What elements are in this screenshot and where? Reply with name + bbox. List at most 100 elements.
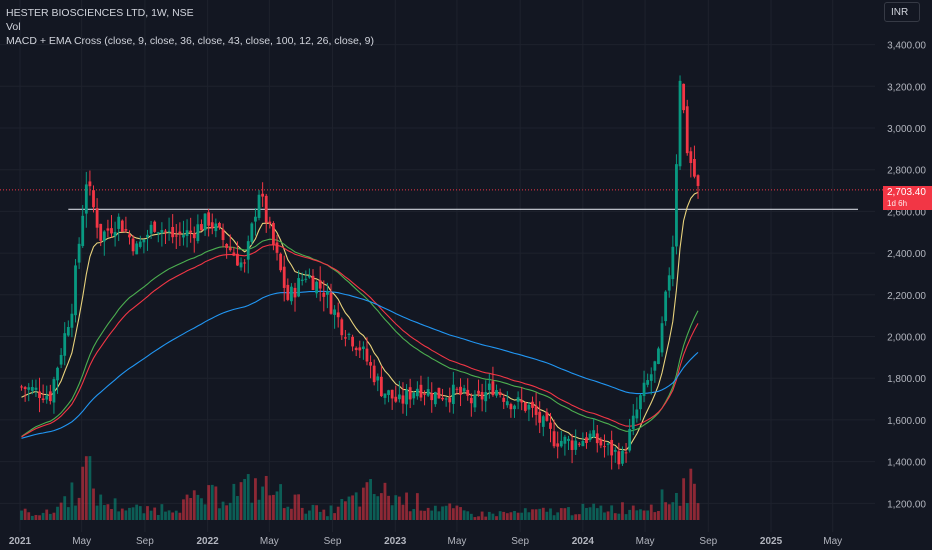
candle-body [372, 365, 376, 383]
candle-body [469, 397, 473, 404]
time-tick-label: 2024 [572, 536, 595, 547]
candle-body [437, 387, 441, 399]
volume-bar [30, 515, 34, 520]
candle-body [293, 287, 297, 298]
candle-body [207, 212, 211, 226]
volume-bar [293, 494, 297, 520]
volume-bar [610, 505, 614, 520]
volume-bar [300, 507, 304, 520]
candle-body [613, 449, 617, 452]
volume-bar [182, 499, 185, 520]
volume-bar [473, 517, 477, 520]
volume-bar [48, 513, 52, 520]
candle-body [570, 440, 574, 450]
candle-body [77, 243, 81, 263]
volume-bar [200, 498, 203, 520]
volume-bar [653, 512, 657, 520]
candle-body [617, 451, 621, 465]
volume-bar [513, 510, 516, 520]
price-tick-label: 1,600.00 [887, 416, 926, 427]
candle-body [196, 224, 200, 242]
volume-bar [325, 516, 329, 520]
volume-bar [520, 512, 524, 520]
candle-body [146, 234, 149, 238]
volume-bar [149, 510, 153, 520]
volume-bar [232, 483, 236, 520]
candle-body [696, 175, 700, 186]
candle-body [110, 228, 113, 234]
candle-body [509, 404, 513, 410]
volume-legend[interactable]: Vol [6, 21, 21, 33]
candle-body [347, 333, 351, 335]
candle-body [430, 393, 434, 401]
volume-bar [275, 491, 279, 520]
volume-bar [27, 512, 31, 520]
candle-body [635, 409, 639, 419]
volume-bar [329, 505, 333, 520]
volume-bar [318, 511, 322, 520]
candle-body [689, 151, 693, 163]
candle-body [203, 213, 207, 231]
volume-bar [369, 479, 372, 520]
candle-body [182, 235, 185, 238]
candle-body [531, 401, 534, 408]
candle-body [92, 190, 95, 208]
volume-bar [268, 495, 272, 520]
volume-bar [516, 512, 520, 520]
volume-bar [257, 499, 261, 520]
time-tick-label: 2025 [760, 536, 783, 547]
volume-bar [192, 490, 196, 520]
volume-bar [178, 512, 182, 520]
indicator-legend[interactable]: MACD + EMA Cross (close, 9, close, 36, c… [6, 35, 374, 47]
candle-body [588, 433, 592, 440]
volume-bar [534, 509, 538, 520]
candle-body [142, 239, 146, 243]
volume-bar [34, 514, 38, 520]
candle-body [246, 241, 250, 260]
candle-body [325, 291, 329, 295]
candle-body [592, 430, 596, 438]
candle-body [642, 382, 646, 397]
volume-bar [685, 503, 689, 520]
candle-body [160, 230, 164, 234]
price-axis: 1,200.00 1,400.00 1,600.00 1,800.00 2,000.00… [887, 41, 926, 511]
volume-bar [419, 510, 423, 520]
volume-bar [387, 495, 390, 520]
currency-button[interactable]: INR [884, 2, 920, 22]
volume-bar [84, 456, 88, 520]
price-tick-label: 2,600.00 [887, 207, 926, 218]
candle-body [693, 159, 696, 177]
volume-bar [502, 511, 506, 520]
volume-bar [426, 507, 430, 520]
candle-body [261, 193, 265, 197]
candle-body [20, 386, 23, 388]
candle-body [451, 384, 455, 404]
volume-bar [153, 507, 157, 520]
volume-bar [311, 504, 315, 520]
candle-body [484, 392, 488, 402]
volume-bar [88, 456, 92, 520]
candle-body [225, 243, 229, 248]
candle-body [595, 433, 599, 444]
volume-bar [322, 509, 326, 520]
candle-body [120, 220, 124, 232]
candle-body [419, 384, 423, 398]
candle-body [322, 292, 326, 297]
volume-bar [469, 513, 473, 520]
volume-bar [379, 493, 383, 520]
candle-body [455, 388, 459, 390]
symbol-title[interactable]: HESTER BIOSCIENCES LTD, 1W, NSE [6, 7, 194, 19]
volume-bar [408, 511, 412, 520]
volume-bar [45, 509, 49, 520]
volume-bar [595, 508, 599, 520]
volume-bar [351, 495, 354, 520]
candle-body [250, 223, 254, 242]
candle-body [660, 323, 664, 353]
candle-body [498, 392, 502, 396]
volume-bar [451, 508, 455, 520]
candle-body [376, 376, 380, 381]
volume-bar [315, 505, 319, 520]
volume-bar [99, 494, 103, 520]
volume-bar [365, 482, 369, 520]
